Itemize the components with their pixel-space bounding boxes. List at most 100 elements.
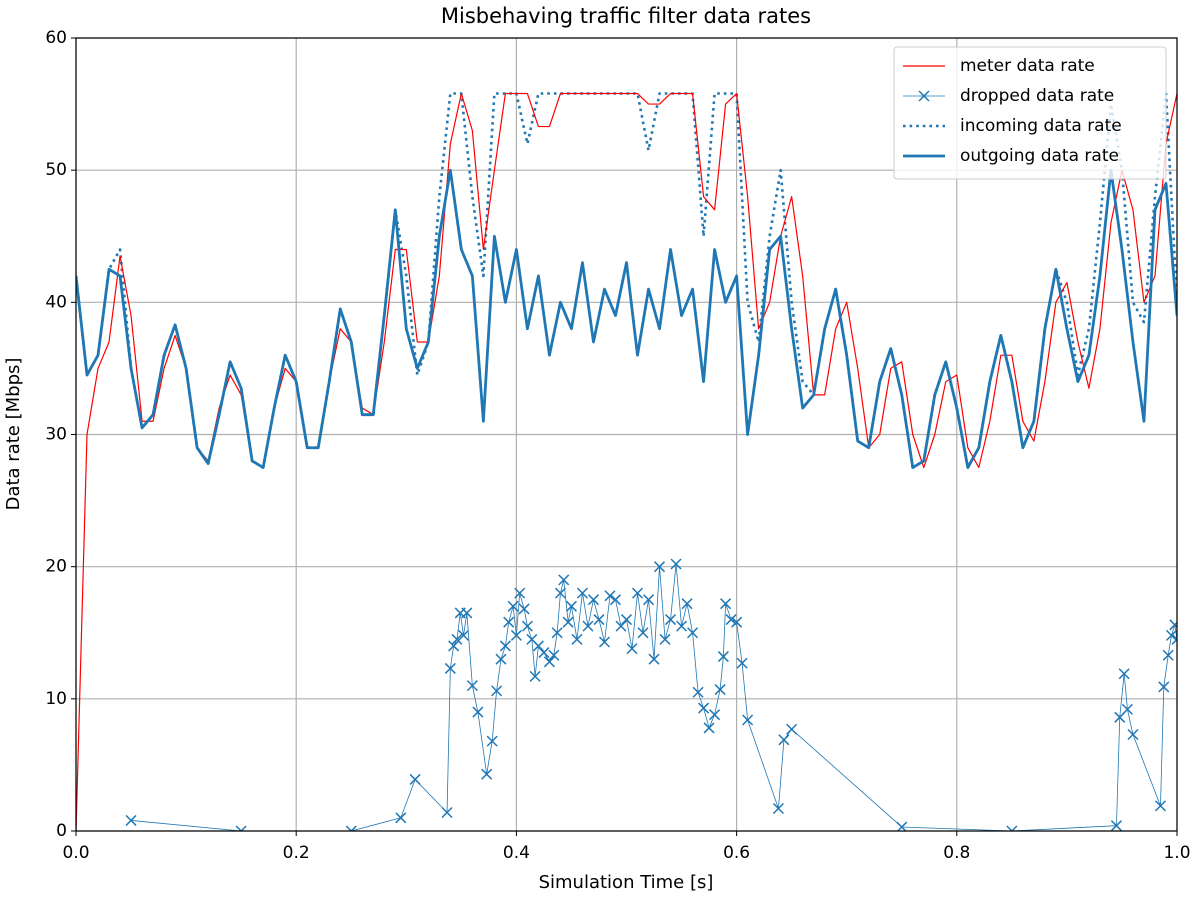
marker — [409, 773, 421, 785]
marker — [451, 633, 463, 645]
marker — [720, 598, 732, 610]
marker — [1006, 825, 1018, 831]
marker — [620, 614, 633, 626]
marker — [554, 587, 566, 599]
marker — [548, 649, 560, 661]
marker — [709, 709, 721, 721]
marker — [472, 706, 484, 718]
y-tick-label: 20 — [45, 557, 67, 577]
marker — [1171, 633, 1177, 645]
marker — [1162, 649, 1174, 661]
grid — [75, 37, 1178, 832]
series — [125, 558, 1177, 831]
marker — [1110, 820, 1122, 831]
marker — [637, 627, 649, 639]
x-tick-label: 0.0 — [62, 843, 89, 863]
marker — [604, 590, 616, 602]
marker — [491, 685, 503, 697]
marker — [495, 653, 507, 665]
marker — [593, 614, 605, 626]
y-tick-label: 50 — [45, 160, 67, 180]
marker — [532, 640, 544, 652]
marker — [1154, 800, 1167, 812]
marker — [558, 574, 570, 586]
marker — [1121, 703, 1133, 715]
marker — [345, 825, 357, 831]
series — [76, 168, 1177, 469]
y-tick-label: 30 — [45, 425, 67, 445]
legend-label: outgoing data rate — [960, 146, 1119, 166]
marker — [466, 680, 478, 692]
x-tick-label: 0.2 — [283, 843, 310, 863]
x-tick-label: 0.6 — [723, 843, 750, 863]
marker — [615, 620, 627, 632]
marker — [631, 587, 644, 599]
legend-label: incoming data rate — [960, 116, 1122, 136]
marker — [717, 651, 729, 663]
x-tick-label: 0.4 — [503, 843, 530, 863]
legend-marker — [918, 90, 930, 102]
marker — [687, 627, 699, 639]
marker — [665, 614, 677, 626]
marker — [731, 616, 743, 628]
marker — [571, 633, 583, 645]
marker — [576, 587, 588, 599]
marker — [1127, 728, 1139, 741]
marker — [698, 702, 710, 714]
marker — [441, 806, 453, 819]
marker — [503, 616, 515, 628]
marker — [395, 812, 407, 824]
marker — [681, 598, 693, 610]
y-tick-label: 40 — [45, 292, 67, 312]
marker — [896, 821, 908, 831]
marker — [587, 594, 600, 606]
marker — [736, 657, 748, 669]
x-tick-label: 1.0 — [1163, 843, 1190, 863]
marker — [235, 825, 247, 831]
marker — [670, 558, 682, 570]
y-tick-label: 60 — [45, 28, 67, 48]
marker — [725, 614, 737, 626]
marker — [521, 620, 533, 632]
x-tick-label: 0.8 — [943, 843, 970, 863]
marker — [772, 803, 784, 815]
marker — [626, 643, 638, 655]
marker — [786, 723, 798, 735]
marker — [742, 714, 754, 726]
marker — [653, 561, 666, 573]
plot-frame — [75, 37, 1178, 832]
marker — [518, 603, 530, 615]
marker — [510, 629, 522, 641]
marker — [499, 640, 511, 652]
marker — [1118, 668, 1130, 680]
marker — [598, 636, 611, 648]
marker — [538, 647, 550, 659]
y-tick-label: 10 — [45, 689, 67, 709]
marker — [676, 620, 688, 632]
marker — [642, 594, 655, 606]
marker — [703, 722, 715, 734]
marker — [778, 734, 790, 746]
marker — [529, 670, 541, 682]
marker — [125, 814, 137, 826]
y-tick-label: 0 — [56, 821, 67, 841]
legend: meter data rate dropped data rate incoming… — [893, 46, 1167, 180]
legend-label: meter data rate — [960, 56, 1095, 76]
marker — [458, 629, 470, 641]
marker — [1165, 629, 1177, 641]
marker — [582, 620, 594, 632]
legend-box — [893, 46, 1167, 180]
y-axis-label: Data rate [Mbps] — [3, 358, 24, 511]
marker — [648, 653, 660, 665]
marker — [692, 686, 704, 698]
marker — [461, 607, 473, 619]
marker — [444, 662, 456, 674]
data-line — [76, 168, 1177, 469]
x-axis-label: Simulation Time [s] — [539, 872, 714, 893]
marker — [1158, 681, 1170, 693]
marker — [543, 656, 555, 668]
marker — [609, 594, 622, 606]
marker — [551, 627, 563, 639]
